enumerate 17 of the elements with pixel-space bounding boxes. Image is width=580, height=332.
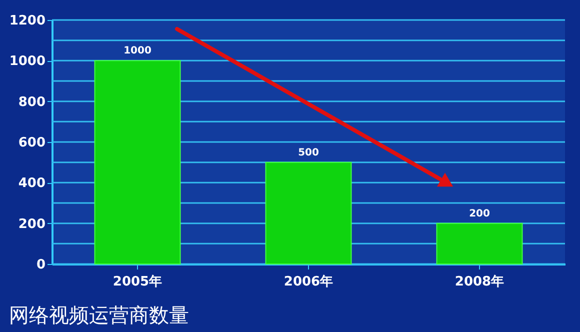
data-label: 200 <box>469 208 490 220</box>
data-label: 500 <box>298 147 319 158</box>
x-tick-label: 2008年 <box>454 274 504 290</box>
y-tick-label: 200 <box>18 216 46 232</box>
y-tick-label: 0 <box>36 258 46 272</box>
y-tick-label: 800 <box>18 94 46 110</box>
bar <box>94 60 181 264</box>
y-tick-label: 600 <box>18 136 46 150</box>
data-label: 1000 <box>124 46 152 57</box>
bar <box>436 222 523 264</box>
x-tick-label: 2005年 <box>112 274 162 290</box>
y-tick-label: 1000 <box>9 54 46 70</box>
text: 网络视频运营商数量 <box>8 303 189 327</box>
bar <box>265 162 352 264</box>
x-tick-label: 2006年 <box>284 274 334 290</box>
y-tick-label: 400 <box>18 176 46 192</box>
y-tick-label: 1200 <box>9 14 46 28</box>
